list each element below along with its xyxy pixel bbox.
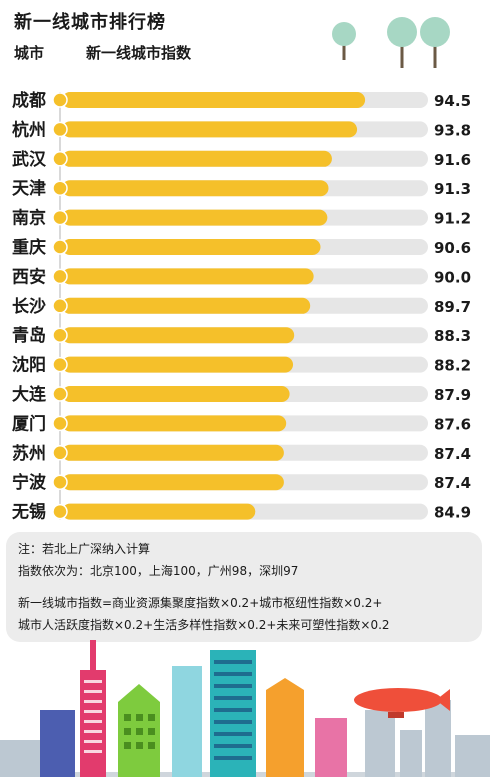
note-line-4: 城市人活跃度指数×0.2+生活多样性指数×0.2+未来可塑性指数×0.2 (18, 618, 390, 632)
value-label: 89.7 (434, 298, 471, 316)
value-label: 84.9 (434, 504, 471, 522)
bar-row: 杭州 93.8 (12, 119, 471, 140)
bar (62, 327, 295, 344)
value-label: 93.8 (434, 121, 471, 139)
bar-dot (52, 415, 68, 432)
city-label: 无锡 (11, 502, 46, 523)
value-label: 87.4 (434, 445, 471, 463)
bar (62, 356, 294, 373)
bar-row: 成都 94.5 (12, 90, 471, 111)
bar-dot (52, 151, 68, 167)
city-label: 沈阳 (12, 355, 46, 376)
building-shape (315, 718, 347, 777)
value-label: 87.6 (434, 415, 471, 433)
city-label: 青岛 (12, 325, 46, 346)
notes-panel: 注：若北上广深纳入计算 指数依次为：北京100，上海100，广州98，深圳97 … (6, 532, 482, 642)
bar-dot (52, 474, 68, 490)
bar-dot (52, 121, 68, 138)
city-label: 大连 (12, 384, 47, 405)
bar (62, 150, 332, 167)
bar-dot (52, 386, 68, 402)
bar-row: 青岛 88.3 (12, 325, 471, 346)
value-label: 88.2 (434, 357, 471, 375)
bar (62, 239, 321, 255)
note-line-3: 新一线城市指数=商业资源集聚度指数×0.2+城市枢纽性指数×0.2+ (18, 596, 383, 610)
bar-row: 天津 91.3 (12, 178, 471, 199)
bar (62, 180, 329, 197)
bar-row: 大连 87.9 (12, 384, 471, 405)
building-shape (118, 684, 160, 777)
value-label: 91.3 (434, 180, 471, 198)
bar-dot (52, 327, 68, 343)
value-label: 90.0 (434, 268, 471, 286)
city-label: 苏州 (12, 443, 46, 464)
bar-row: 南京 91.2 (12, 208, 471, 229)
value-label: 87.9 (434, 386, 471, 404)
bar-dot (52, 503, 68, 520)
bar (62, 474, 284, 491)
bar (62, 92, 366, 108)
index-column-header: 新一线城市指数 (86, 44, 192, 62)
value-label: 94.5 (434, 92, 471, 110)
bar-dot (52, 209, 68, 226)
bar-dot (52, 298, 68, 314)
city-label: 成都 (12, 90, 46, 111)
value-label: 90.6 (434, 239, 471, 257)
city-label: 天津 (12, 178, 46, 199)
bar-row: 苏州 87.4 (12, 443, 471, 464)
city-label: 南京 (12, 208, 46, 229)
bar-row: 宁波 87.4 (12, 472, 471, 493)
bar-dot (52, 268, 68, 285)
tree-icon (420, 17, 450, 68)
bar (62, 386, 290, 402)
bar-dot (52, 239, 68, 255)
building-shape (266, 678, 304, 777)
bar (62, 415, 287, 432)
bar (62, 503, 256, 520)
note-line-2: 指数依次为：北京100，上海100，广州98，深圳97 (18, 564, 299, 578)
city-label: 武汉 (12, 149, 47, 170)
value-label: 91.6 (434, 151, 471, 169)
bar (62, 268, 314, 285)
building-shape (210, 650, 256, 777)
bar-dot (52, 356, 68, 373)
tree-icon (387, 17, 417, 68)
chart-title: 新一线城市排行榜 (14, 12, 166, 33)
city-label: 西安 (12, 266, 46, 287)
bar (62, 209, 328, 226)
value-label: 87.4 (434, 474, 471, 492)
city-label: 宁波 (12, 472, 47, 493)
airship-icon (354, 688, 450, 718)
city-label: 长沙 (12, 296, 46, 317)
bar-chart: 成都 94.5 杭州 93.8 武汉 91.6 天津 91.3 南京 91.2 重庆 90.6 西安 90… (11, 90, 471, 523)
city-label: 厦门 (12, 413, 46, 434)
value-label: 91.2 (434, 210, 471, 228)
building-shape (40, 710, 75, 777)
building-shape (80, 640, 106, 777)
bar-dot (52, 92, 68, 108)
city-label: 杭州 (12, 119, 46, 140)
city-skyline-illustration (0, 640, 490, 777)
bar-row: 厦门 87.6 (12, 413, 471, 434)
building-shape (172, 666, 202, 777)
bar-row: 武汉 91.6 (12, 149, 471, 170)
tree-icon (332, 22, 356, 60)
city-column-header: 城市 (14, 44, 45, 62)
bar-row: 沈阳 88.2 (12, 355, 471, 376)
tree-decoration (332, 17, 450, 68)
bar (62, 121, 358, 138)
bar (62, 297, 311, 314)
bar-dot (52, 445, 68, 461)
bar-row: 重庆 90.6 (12, 237, 471, 258)
bar-row: 西安 90.0 (12, 266, 471, 287)
city-label: 重庆 (12, 237, 46, 258)
bar-row: 长沙 89.7 (12, 296, 471, 317)
bar-row: 无锡 84.9 (11, 502, 471, 523)
bar (62, 444, 284, 461)
bar-dot (52, 180, 68, 196)
value-label: 88.3 (434, 327, 471, 345)
note-line-1: 注：若北上广深纳入计算 (18, 542, 151, 556)
